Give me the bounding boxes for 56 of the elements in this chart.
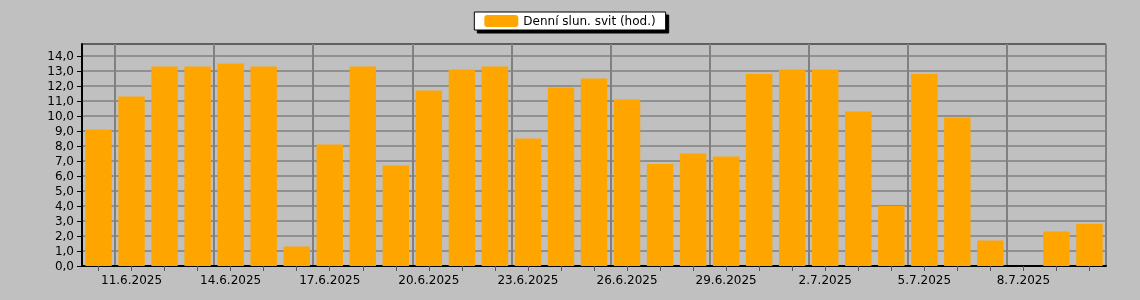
y-tick-label: 1,0 xyxy=(54,244,74,258)
x-tick-label: 11.6.2025 xyxy=(101,273,163,287)
bar xyxy=(316,144,343,266)
bar xyxy=(481,66,509,266)
bar xyxy=(283,246,310,266)
bar xyxy=(547,87,575,266)
y-tick-label: 10,0 xyxy=(47,109,74,123)
y-tick-label: 9,0 xyxy=(54,124,74,138)
bar xyxy=(845,111,872,266)
bar xyxy=(911,74,938,266)
bar xyxy=(646,164,674,266)
x-tick-label: 5.7.2025 xyxy=(897,273,952,287)
y-tick-label: 11,0 xyxy=(47,94,74,108)
bar xyxy=(977,240,1004,266)
bar xyxy=(1076,224,1103,266)
x-tick-label: 20.6.2025 xyxy=(398,273,460,287)
bar xyxy=(118,96,145,266)
y-tick-label: 0,0 xyxy=(54,259,74,273)
x-tick-label: 17.6.2025 xyxy=(299,273,361,287)
bar xyxy=(217,63,244,266)
bar xyxy=(778,69,806,266)
y-tick-label: 13,0 xyxy=(47,64,74,78)
bar xyxy=(679,153,707,266)
bar xyxy=(745,74,773,266)
bar xyxy=(613,99,641,266)
bar xyxy=(448,69,476,266)
x-tick-label: 26.6.2025 xyxy=(596,273,658,287)
legend-label: Denní slun. svit (hod.) xyxy=(523,14,656,28)
bar xyxy=(514,138,542,266)
y-tick-label: 7,0 xyxy=(54,154,74,168)
bar xyxy=(349,66,376,266)
bar xyxy=(415,90,443,266)
y-tick-label: 6,0 xyxy=(54,169,74,183)
bar xyxy=(250,66,277,266)
x-tick-label: 23.6.2025 xyxy=(497,273,559,287)
x-tick-label: 29.6.2025 xyxy=(695,273,757,287)
x-tick-label: 2.7.2025 xyxy=(798,273,852,287)
bar xyxy=(151,66,178,266)
bar xyxy=(712,156,740,266)
x-tick-label: 14.6.2025 xyxy=(200,273,262,287)
y-tick-label: 2,0 xyxy=(54,229,74,243)
bar xyxy=(184,66,211,266)
bar xyxy=(944,117,971,266)
bar xyxy=(1043,231,1070,266)
y-tick-label: 4,0 xyxy=(54,199,74,213)
bar xyxy=(85,129,112,266)
y-tick-label: 14,0 xyxy=(47,49,74,63)
bar xyxy=(812,69,839,266)
y-tick-label: 12,0 xyxy=(47,79,74,93)
bar xyxy=(382,165,410,266)
bar xyxy=(580,78,608,266)
y-tick-label: 5,0 xyxy=(54,184,74,198)
bar xyxy=(878,206,905,266)
y-tick-label: 3,0 xyxy=(54,214,74,228)
x-tick-label: 8.7.2025 xyxy=(996,273,1051,287)
y-tick-label: 8,0 xyxy=(54,139,74,153)
